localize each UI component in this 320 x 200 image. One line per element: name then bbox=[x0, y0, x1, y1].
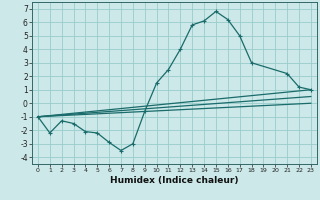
X-axis label: Humidex (Indice chaleur): Humidex (Indice chaleur) bbox=[110, 176, 239, 185]
